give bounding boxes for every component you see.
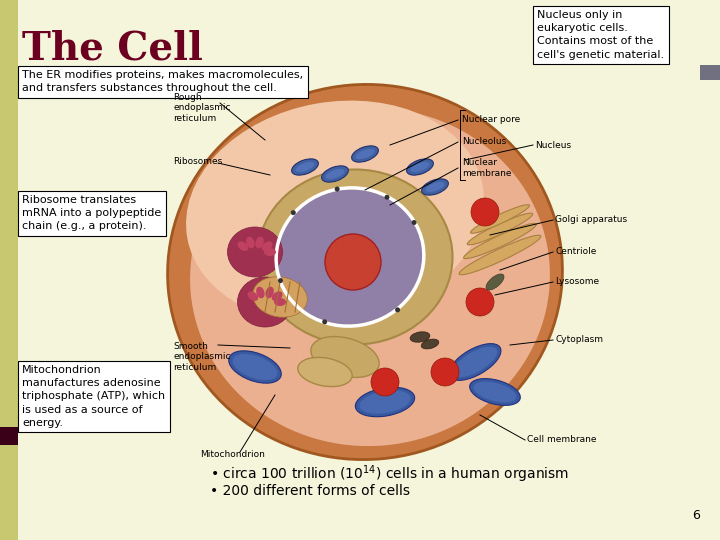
Ellipse shape (486, 274, 504, 290)
Text: The ER modifies proteins, makes macromolecules,
and transfers substances through: The ER modifies proteins, makes macromol… (22, 70, 303, 93)
Ellipse shape (229, 351, 282, 383)
Circle shape (322, 319, 327, 325)
Text: Smooth
endoplasmic
reticulum: Smooth endoplasmic reticulum (173, 342, 230, 372)
Ellipse shape (238, 241, 248, 251)
Text: Centriole: Centriole (555, 247, 596, 256)
Bar (700, 65, 720, 80)
Text: Lysosome: Lysosome (555, 278, 599, 287)
Circle shape (384, 195, 390, 200)
Ellipse shape (298, 357, 352, 387)
Text: Ribosomes: Ribosomes (173, 157, 222, 166)
Bar (0, 0, 18, 540)
Ellipse shape (295, 162, 315, 172)
Text: The Cell: The Cell (22, 30, 203, 68)
Ellipse shape (325, 169, 344, 179)
Ellipse shape (262, 241, 273, 251)
Ellipse shape (253, 276, 307, 318)
Ellipse shape (274, 298, 286, 306)
Text: Nucleolus: Nucleolus (462, 138, 506, 146)
Text: • circa 100 trillion (10$^{14}$) cells in a human organism: • circa 100 trillion (10$^{14}$) cells i… (210, 463, 570, 484)
Circle shape (278, 278, 283, 283)
Circle shape (431, 358, 459, 386)
Ellipse shape (426, 182, 444, 192)
Circle shape (325, 234, 381, 290)
Ellipse shape (322, 166, 348, 182)
Circle shape (471, 198, 499, 226)
Ellipse shape (292, 159, 318, 175)
Ellipse shape (356, 387, 415, 417)
Text: Nuclear
membrane: Nuclear membrane (462, 158, 511, 178)
Text: Nucleus only in
eukaryotic cells.
Contains most of the
cell's genetic material.: Nucleus only in eukaryotic cells. Contai… (537, 10, 664, 59)
Circle shape (466, 288, 494, 316)
Text: Nucleus: Nucleus (535, 140, 571, 150)
Ellipse shape (246, 237, 255, 248)
Ellipse shape (449, 343, 501, 380)
Circle shape (412, 220, 417, 225)
Ellipse shape (278, 190, 423, 325)
Ellipse shape (469, 379, 521, 406)
Ellipse shape (190, 108, 550, 446)
Circle shape (371, 368, 399, 396)
Text: Cell membrane: Cell membrane (527, 435, 596, 444)
Circle shape (291, 210, 296, 215)
Ellipse shape (248, 292, 258, 301)
Ellipse shape (356, 149, 374, 159)
Ellipse shape (228, 227, 282, 277)
Ellipse shape (186, 100, 484, 323)
Ellipse shape (464, 224, 536, 259)
Ellipse shape (421, 339, 438, 349)
Ellipse shape (266, 287, 274, 298)
Text: Ribosome translates
mRNA into a polypeptide
chain (e.g., a protein).: Ribosome translates mRNA into a polypept… (22, 195, 161, 232)
Text: • 200 different forms of cells: • 200 different forms of cells (210, 484, 410, 498)
Ellipse shape (264, 248, 276, 256)
Ellipse shape (407, 159, 433, 175)
Ellipse shape (459, 235, 541, 275)
Ellipse shape (258, 170, 452, 345)
Circle shape (395, 307, 400, 312)
Ellipse shape (233, 354, 277, 380)
Ellipse shape (351, 146, 379, 162)
Circle shape (335, 186, 340, 192)
Ellipse shape (410, 332, 430, 342)
Ellipse shape (311, 336, 379, 377)
Text: Nuclear pore: Nuclear pore (462, 116, 521, 125)
Text: Golgi apparatus: Golgi apparatus (555, 215, 627, 225)
Ellipse shape (256, 237, 264, 248)
Ellipse shape (453, 347, 498, 377)
Text: Mitochondrion
manufactures adenosine
triphosphate (ATP), which
is used as a sour: Mitochondrion manufactures adenosine tri… (22, 365, 165, 428)
Ellipse shape (238, 277, 292, 327)
Ellipse shape (467, 213, 533, 245)
Text: Rough
endoplasmic
reticulum: Rough endoplasmic reticulum (173, 93, 230, 123)
Text: Cytoplasm: Cytoplasm (555, 335, 603, 345)
Ellipse shape (256, 287, 264, 298)
Ellipse shape (168, 84, 562, 460)
Text: 6: 6 (692, 509, 700, 522)
Ellipse shape (470, 205, 529, 233)
Ellipse shape (359, 390, 410, 414)
Ellipse shape (474, 382, 516, 402)
Ellipse shape (422, 179, 449, 195)
Text: Mitochondrion: Mitochondrion (200, 450, 265, 459)
Bar (0, 427, 18, 445)
Ellipse shape (410, 162, 430, 172)
Ellipse shape (271, 292, 282, 301)
